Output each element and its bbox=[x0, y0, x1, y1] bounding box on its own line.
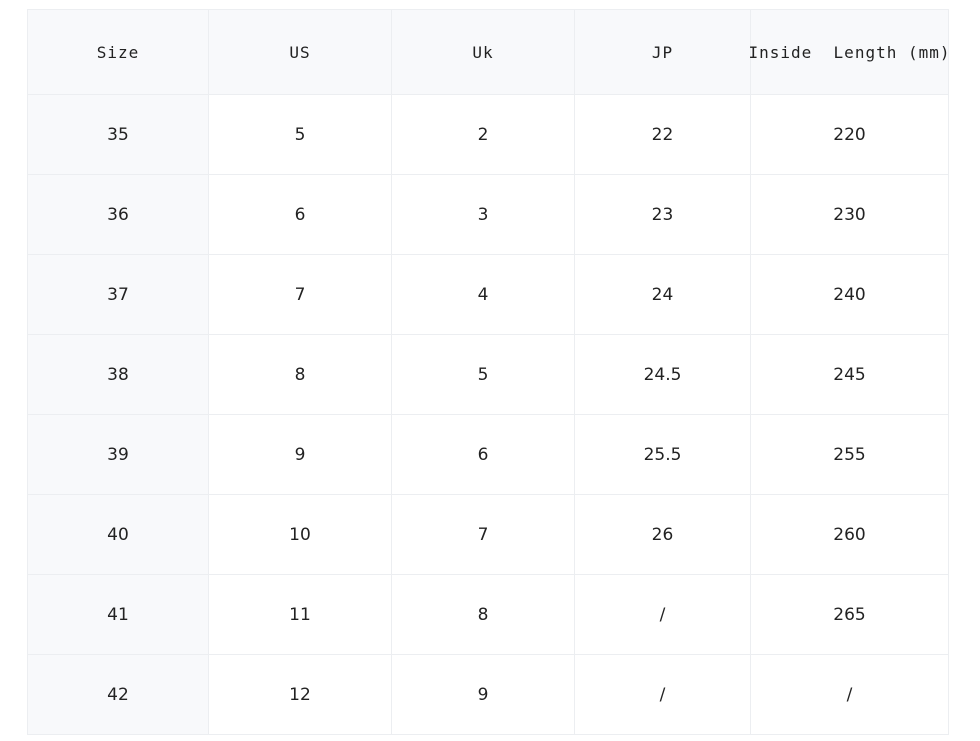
table-cell: 12 bbox=[209, 655, 392, 735]
header-cell: JP bbox=[575, 9, 751, 95]
table-cell: 23 bbox=[575, 175, 751, 255]
table-cell: 24.5 bbox=[575, 335, 751, 415]
header-cell: Size bbox=[27, 9, 209, 95]
table-cell: 8 bbox=[209, 335, 392, 415]
table-cell: 230 bbox=[751, 175, 949, 255]
table-cell: 260 bbox=[751, 495, 949, 575]
table-cell: 36 bbox=[27, 175, 209, 255]
table-cell: 42 bbox=[27, 655, 209, 735]
table-cell: 11 bbox=[209, 575, 392, 655]
table-cell: 39 bbox=[27, 415, 209, 495]
table-cell: 35 bbox=[27, 95, 209, 175]
table-cell: 6 bbox=[209, 175, 392, 255]
table-cell: 37 bbox=[27, 255, 209, 335]
table-cell: 10 bbox=[209, 495, 392, 575]
table-cell: 38 bbox=[27, 335, 209, 415]
table-cell: / bbox=[575, 655, 751, 735]
table-cell: 7 bbox=[209, 255, 392, 335]
table-cell: 41 bbox=[27, 575, 209, 655]
table-cell: 240 bbox=[751, 255, 949, 335]
table-cell: 25.5 bbox=[575, 415, 751, 495]
table-cell: 40 bbox=[27, 495, 209, 575]
header-cell: US bbox=[209, 9, 392, 95]
table-cell: 2 bbox=[392, 95, 575, 175]
table-cell: 255 bbox=[751, 415, 949, 495]
table-cell: 220 bbox=[751, 95, 949, 175]
table-cell: 265 bbox=[751, 575, 949, 655]
table-cell: 9 bbox=[209, 415, 392, 495]
table-cell: / bbox=[751, 655, 949, 735]
table-cell: 4 bbox=[392, 255, 575, 335]
table-cell: 5 bbox=[209, 95, 392, 175]
table-cell: 5 bbox=[392, 335, 575, 415]
table-cell: 24 bbox=[575, 255, 751, 335]
header-cell: Inside Length (mm) bbox=[748, 9, 950, 95]
table-cell: 8 bbox=[392, 575, 575, 655]
table-cell: 26 bbox=[575, 495, 751, 575]
table-cell: 22 bbox=[575, 95, 751, 175]
table-cell: 6 bbox=[392, 415, 575, 495]
table-cell: 245 bbox=[751, 335, 949, 415]
table-cell: / bbox=[575, 575, 751, 655]
table-cell: 9 bbox=[392, 655, 575, 735]
table-cell: 3 bbox=[392, 175, 575, 255]
header-cell: Uk bbox=[392, 9, 575, 95]
table-cell: 7 bbox=[392, 495, 575, 575]
